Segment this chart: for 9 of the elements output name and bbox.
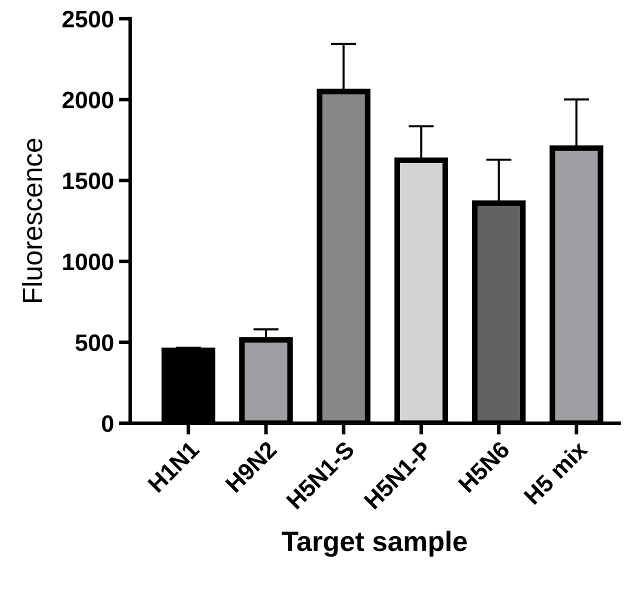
y-tick-label: 500 — [76, 334, 114, 352]
y-axis-title: Fluorescence — [22, 138, 42, 302]
y-tick-label: 1000 — [63, 253, 114, 270]
x-tick-label: H5 mix — [522, 439, 589, 506]
x-axis-title: Target sample — [282, 530, 467, 557]
y-tick-label: 1500 — [63, 172, 114, 190]
y-tick-label: 2500 — [62, 10, 114, 28]
y-tick-label: 2000 — [62, 92, 114, 108]
y-tick-label: 0 — [102, 415, 114, 432]
